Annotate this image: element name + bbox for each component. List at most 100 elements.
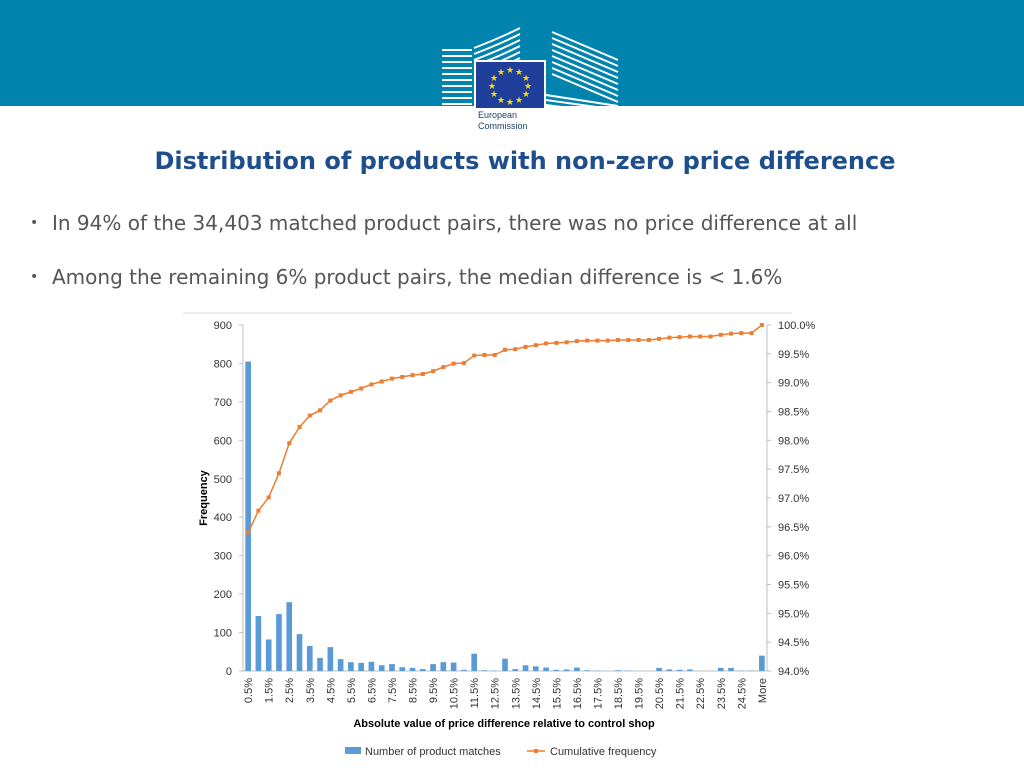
bar	[389, 664, 395, 671]
cumulative-point	[646, 337, 651, 342]
cumulative-point	[626, 337, 631, 342]
bullet-item-1: • In 94% of the 34,403 matched product pa…	[30, 211, 858, 235]
svg-text:★: ★	[490, 74, 498, 84]
y2-tick-label: 95.5%	[778, 580, 809, 592]
bullet-item-2: • Among the remaining 6% product pairs, t…	[30, 265, 783, 289]
legend-line-marker	[534, 749, 538, 753]
cumulative-point	[718, 332, 723, 337]
bar	[532, 666, 539, 671]
cumulative-point	[636, 337, 641, 342]
bar	[296, 634, 303, 671]
cumulative-point	[492, 352, 497, 357]
bar	[759, 655, 765, 671]
cumulative-point	[574, 339, 579, 344]
y2-tick-label: 97.0%	[778, 493, 809, 505]
cumulative-point	[246, 530, 251, 535]
x-axis-label: Absolute value of price difference relat…	[353, 718, 655, 730]
y2-tick-label: 96.5%	[778, 522, 809, 534]
bar	[563, 669, 570, 671]
cumulative-point	[657, 336, 662, 341]
bar	[461, 669, 467, 671]
svg-text:★: ★	[524, 82, 532, 92]
cumulative-point	[739, 331, 744, 336]
bar	[306, 646, 313, 671]
bar	[522, 665, 529, 671]
cumulative-point	[461, 361, 466, 366]
bar	[615, 670, 621, 671]
bar	[717, 667, 724, 671]
svg-text:★: ★	[515, 68, 523, 78]
y2-tick-label: 94.0%	[778, 666, 809, 678]
x-tick-label: More	[757, 678, 769, 703]
x-tick-label: 23.5%	[716, 678, 728, 709]
cumulative-point	[441, 365, 446, 370]
cumulative-point	[585, 338, 590, 343]
cumulative-point	[348, 389, 353, 394]
x-tick-label: 1.5%	[264, 678, 276, 703]
y-tick-label: 0	[226, 666, 232, 678]
svg-text:★: ★	[497, 68, 505, 78]
bar	[584, 670, 591, 671]
cumulative-point	[749, 331, 754, 336]
cumulative-line	[247, 324, 763, 533]
y-tick-label: 400	[214, 512, 232, 524]
cumulative-point	[389, 376, 394, 381]
x-tick-label: 14.5%	[531, 678, 543, 709]
cumulative-point	[513, 347, 518, 352]
y2-tick-label: 99.5%	[778, 349, 809, 361]
cumulative-point	[554, 340, 559, 345]
x-tick-label: 16.5%	[572, 678, 584, 709]
logo-text: European Commission	[478, 110, 528, 131]
cumulative-point	[318, 408, 323, 413]
svg-text:★: ★	[515, 96, 523, 106]
cumulative-point	[420, 372, 425, 377]
cumulative-point	[359, 386, 364, 391]
cumulative-point	[677, 335, 682, 340]
cumulative-point	[482, 352, 487, 357]
svg-text:★: ★	[506, 66, 514, 76]
x-tick-label: 9.5%	[428, 678, 440, 703]
cumulative-point	[266, 495, 271, 500]
bar	[245, 361, 251, 671]
y-tick-label: 300	[214, 551, 232, 563]
y2-tick-label: 98.5%	[778, 407, 809, 419]
x-tick-label: 2.5%	[284, 678, 296, 703]
y-tick-label: 700	[214, 397, 232, 409]
cumulative-point	[256, 508, 261, 513]
y-tick-label: 500	[214, 474, 232, 486]
bar	[728, 667, 734, 671]
y2-tick-label: 94.5%	[778, 637, 809, 649]
svg-text:★: ★	[497, 96, 505, 106]
cumulative-point	[431, 369, 436, 374]
bullet-icon: •	[30, 269, 39, 285]
bar	[543, 667, 549, 671]
x-tick-label: 17.5%	[592, 678, 604, 709]
x-tick-label: 10.5%	[449, 678, 461, 709]
x-tick-label: 13.5%	[510, 678, 522, 709]
y-tick-label: 100	[214, 628, 232, 640]
cumulative-point	[369, 382, 374, 387]
bar	[399, 667, 406, 671]
y-tick-label: 600	[214, 435, 232, 447]
cumulative-point	[564, 340, 569, 345]
x-tick-label: 0.5%	[243, 678, 255, 703]
cumulative-point	[307, 413, 312, 418]
bar	[574, 667, 580, 671]
y2-tick-label: 100.0%	[778, 320, 816, 332]
cumulative-point	[687, 334, 692, 339]
cumulative-point	[338, 393, 343, 398]
bar	[502, 658, 508, 671]
svg-text:★: ★	[488, 82, 496, 92]
legend-bar-swatch	[345, 747, 361, 754]
bar	[255, 616, 262, 671]
x-tick-label: 5.5%	[346, 678, 358, 703]
bar	[317, 657, 323, 671]
cumulative-point	[328, 398, 333, 403]
legend-label-matches: Number of product matches	[365, 746, 501, 758]
y-tick-label: 200	[214, 589, 232, 601]
bar	[512, 669, 519, 671]
y2-tick-label: 98.0%	[778, 435, 809, 447]
eu-stars-icon: ★ ★★ ★★★ ★★★ ★★★	[488, 66, 532, 108]
y2-tick-label: 97.5%	[778, 464, 809, 476]
x-tick-label: 22.5%	[695, 678, 707, 709]
